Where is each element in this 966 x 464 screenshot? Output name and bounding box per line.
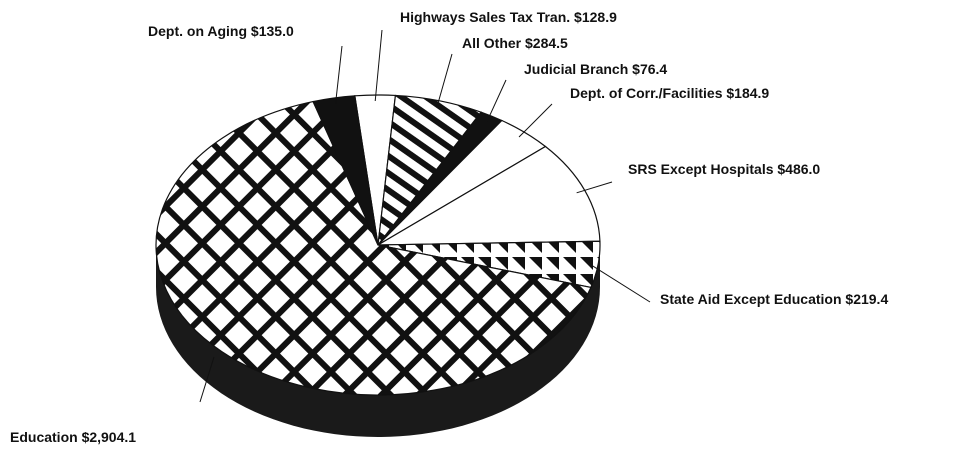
leader-line xyxy=(486,79,507,122)
leader-line xyxy=(589,263,651,303)
leader-line xyxy=(436,53,453,107)
slice-value: $284.5 xyxy=(525,35,568,51)
slice-name: Dept. on Aging xyxy=(148,23,247,39)
slice-name: Highways Sales Tax Tran. xyxy=(400,9,570,25)
slice-value: $486.0 xyxy=(777,161,820,177)
slice-label: Judicial Branch $76.4 xyxy=(524,61,667,77)
slice-label: State Aid Except Education $219.4 xyxy=(660,291,888,307)
slice-name: All Other xyxy=(462,35,522,51)
slice-name: Education xyxy=(10,429,78,445)
slice-label: All Other $284.5 xyxy=(462,35,568,51)
slice-name: Judicial Branch xyxy=(524,61,628,77)
slice-value: $184.9 xyxy=(726,85,769,101)
slice-value: $219.4 xyxy=(845,291,888,307)
leader-line xyxy=(199,356,215,403)
leader-line xyxy=(576,181,613,194)
leader-line xyxy=(374,29,383,102)
slice-label: Highways Sales Tax Tran. $128.9 xyxy=(400,9,617,25)
slice-name: State Aid Except Education xyxy=(660,291,842,307)
pie-slice xyxy=(155,100,592,396)
slice-label: SRS Except Hospitals $486.0 xyxy=(628,161,820,177)
slice-label: Education $2,904.1 xyxy=(10,429,136,445)
slice-label: Dept. on Aging $135.0 xyxy=(148,23,294,39)
slice-name: SRS Except Hospitals xyxy=(628,161,774,177)
slice-name: Dept. of Corr./Facilities xyxy=(570,85,723,101)
slice-value: $2,904.1 xyxy=(82,429,137,445)
pie-slice xyxy=(312,95,379,246)
slice-label: Dept. of Corr./Facilities $184.9 xyxy=(570,85,769,101)
slice-value: $76.4 xyxy=(632,61,667,77)
slice-value: $135.0 xyxy=(251,23,294,39)
slice-value: $128.9 xyxy=(574,9,617,25)
leader-line xyxy=(335,45,343,104)
leader-line xyxy=(518,103,553,138)
